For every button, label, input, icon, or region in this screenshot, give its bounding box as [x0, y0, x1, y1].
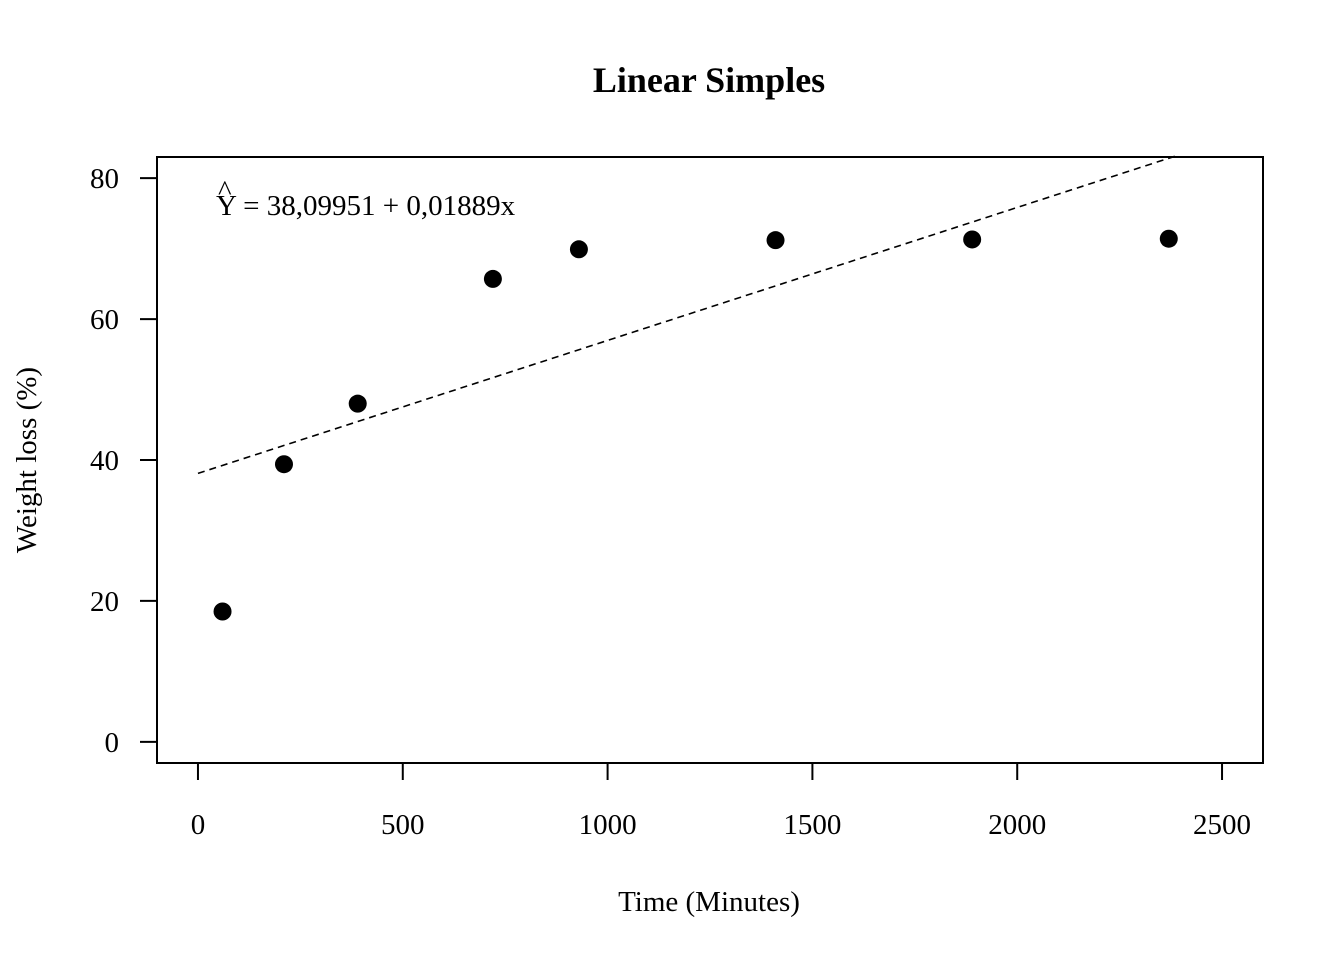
data-point: [274, 455, 293, 474]
data-point: [963, 230, 982, 249]
data-points: [213, 229, 1178, 621]
equation-symbol: Y: [216, 190, 237, 222]
x-axis: 0 500 1000 1500 2000 2500: [191, 762, 1251, 841]
regression-line: [197, 154, 1178, 475]
x-axis-label: Time (Minutes): [618, 886, 800, 918]
equation-body: = 38,09951 + 0,01889x: [236, 190, 516, 222]
y-tick-label: 40: [90, 445, 119, 477]
y-tick-label: 60: [90, 304, 119, 336]
data-point: [766, 231, 785, 250]
x-tick-label: 2000: [988, 809, 1046, 841]
y-axis-label: Weight loss (%): [11, 367, 43, 553]
data-point: [569, 240, 588, 259]
chart-title: Linear Simples: [593, 60, 825, 100]
regression-line-group: [197, 154, 1178, 475]
y-tick-label: 80: [90, 163, 119, 195]
y-tick-label: 20: [90, 586, 119, 618]
equation-text: Y = 38,09951 + 0,01889x: [216, 190, 516, 222]
x-tick-label: 2500: [1193, 809, 1251, 841]
data-point: [348, 394, 367, 413]
y-axis: 0 20 40 60 80: [90, 163, 158, 759]
data-point: [1159, 229, 1178, 248]
data-point: [483, 269, 502, 288]
x-tick-label: 1000: [579, 809, 637, 841]
equation-annotation: ^ Y = 38,09951 + 0,01889x: [216, 175, 516, 222]
x-tick-label: 0: [191, 809, 206, 841]
equation-hat: ^: [218, 175, 232, 207]
data-point: [213, 602, 232, 621]
x-tick-label: 500: [381, 809, 425, 841]
x-tick-label: 1500: [783, 809, 841, 841]
y-tick-label: 0: [105, 727, 120, 759]
plot-frame: [156, 156, 1264, 764]
